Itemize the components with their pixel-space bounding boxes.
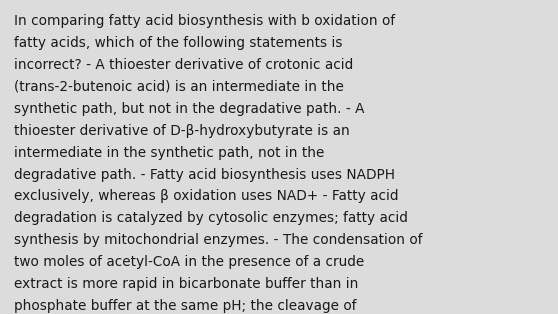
Text: In comparing fatty acid biosynthesis with b oxidation of
fatty acids, which of t: In comparing fatty acid biosynthesis wit…	[14, 14, 422, 314]
